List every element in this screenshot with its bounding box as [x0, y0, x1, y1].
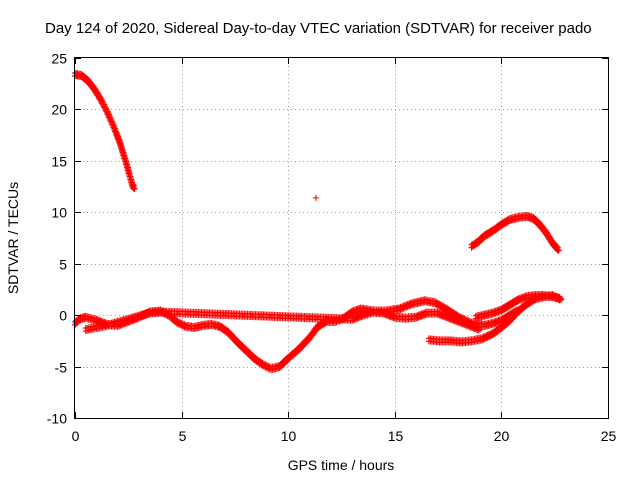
data-point: [487, 333, 494, 340]
data-point: [401, 305, 408, 312]
data-point: [505, 218, 512, 225]
x-axis-label: GPS time / hours: [288, 457, 395, 473]
y-tick-label: 20: [51, 102, 67, 118]
data-point: [475, 327, 482, 334]
data-point: [477, 326, 484, 333]
data-point: [555, 247, 562, 254]
y-tick-label: -5: [55, 360, 68, 376]
data-point: [400, 305, 407, 312]
series-lower-band: [82, 307, 484, 335]
axis-ticks: [75, 58, 609, 419]
data-point: [397, 306, 404, 313]
y-tick-label: 15: [51, 154, 67, 170]
data-point: [483, 335, 490, 342]
series-main-band: [72, 296, 522, 374]
x-tick-labels: 0 5 10 15 20 25: [72, 428, 617, 444]
data-point: [514, 298, 521, 305]
data-point: [398, 306, 405, 313]
data-point: [556, 296, 563, 303]
x-tick-label: 20: [494, 428, 510, 444]
plot-frame: [74, 57, 609, 419]
series-arc-evening-hump: [468, 211, 562, 254]
y-tick-label: 0: [59, 308, 67, 324]
series-arc-morning-decline: [72, 69, 138, 193]
y-tick-labels: -10 -5 0 5 10 15 20 25: [47, 51, 67, 427]
series-upper-late-band: [472, 291, 565, 322]
data-point: [406, 303, 413, 310]
data-point: [558, 295, 565, 302]
data-point: [485, 334, 492, 341]
series-isolated-point: [312, 194, 319, 201]
data-point: [396, 307, 403, 314]
data-point: [480, 336, 487, 343]
data-point: [481, 336, 488, 343]
y-tick-label: 5: [59, 257, 67, 273]
data-point: [407, 302, 414, 309]
x-tick-label: 15: [388, 428, 404, 444]
x-tick-label: 10: [281, 428, 297, 444]
chart-title: Day 124 of 2020, Sidereal Day-to-day VTE…: [45, 20, 592, 37]
data-point: [403, 304, 410, 311]
data-point: [131, 185, 138, 192]
data-layer: [72, 69, 565, 374]
data-point: [484, 334, 491, 341]
x-tick-label: 5: [179, 428, 187, 444]
y-tick-label: 25: [51, 51, 67, 67]
data-point: [404, 304, 411, 311]
data-point: [479, 337, 486, 344]
x-tick-label: 0: [72, 428, 80, 444]
y-axis-label: SDTVAR / TECUs: [5, 182, 21, 294]
grid-lines: [75, 58, 608, 418]
data-point: [312, 194, 319, 201]
x-tick-label: 25: [601, 428, 617, 444]
y-tick-label: 10: [51, 205, 67, 221]
y-tick-label: -10: [47, 411, 67, 427]
